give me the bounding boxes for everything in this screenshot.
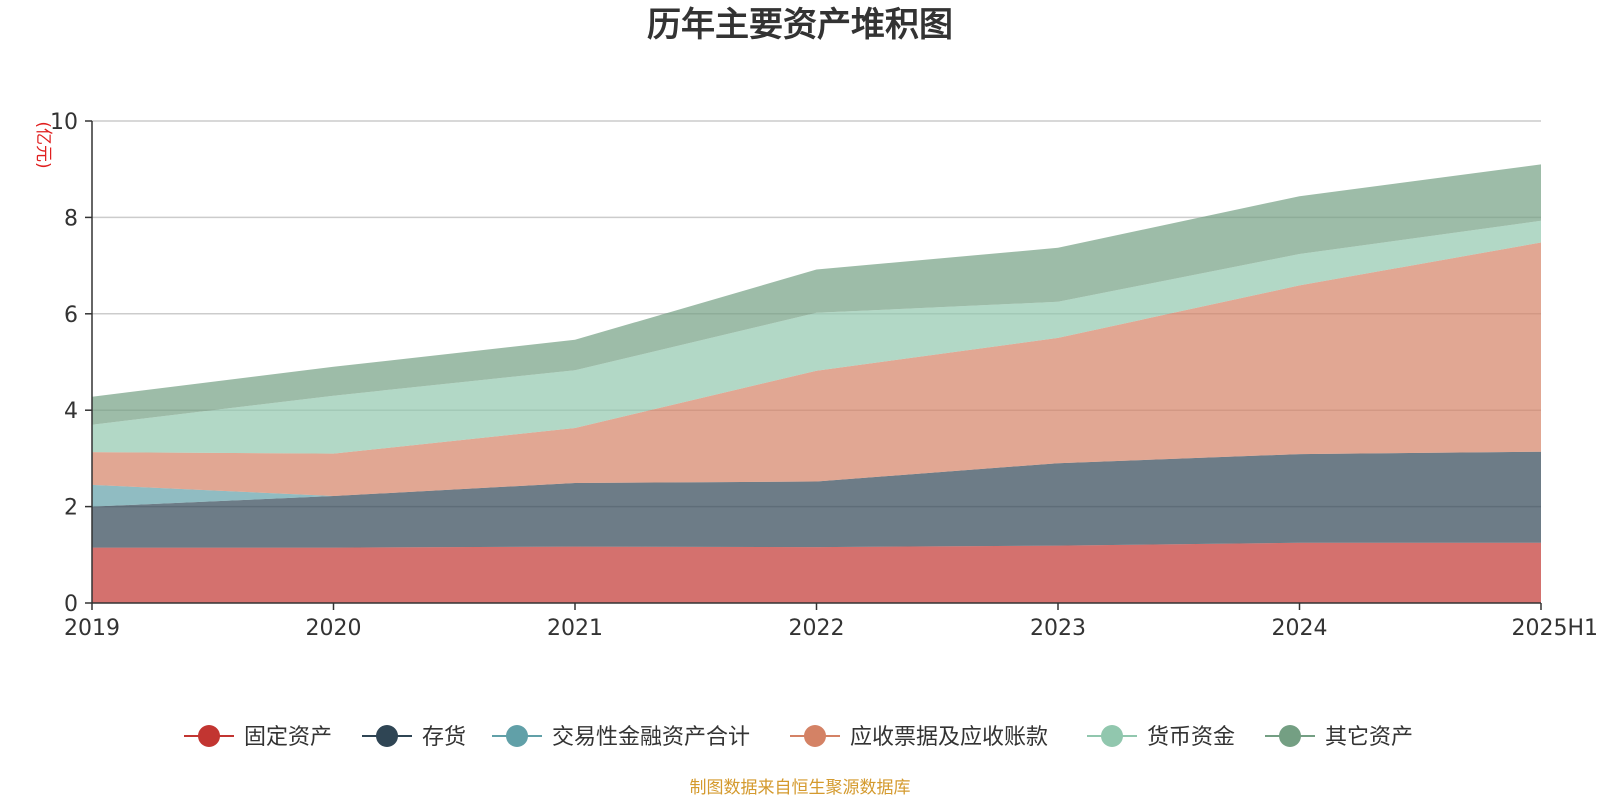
y-tick-label: 4 [64, 399, 78, 424]
legend-item[interactable]: 其它资产 [1265, 725, 1413, 750]
x-tick-label: 2024 [1272, 616, 1328, 641]
area-series-0[interactable] [92, 542, 1541, 603]
legend-marker [1279, 725, 1301, 747]
y-axis-unit-label: (亿元) [33, 121, 53, 168]
legend-item[interactable]: 应收票据及应收账款 [790, 725, 1048, 750]
x-tick-label: 2020 [306, 616, 362, 641]
legend-label: 其它资产 [1325, 725, 1413, 750]
y-tick-label: 6 [64, 303, 78, 328]
x-tick-label: 2023 [1030, 616, 1086, 641]
x-tick-label: 2021 [547, 616, 603, 641]
y-tick-label: 8 [64, 206, 78, 231]
y-tick-label: 0 [64, 592, 78, 617]
x-tick-label: 2019 [64, 616, 120, 641]
area-series-4[interactable] [92, 220, 1541, 454]
area-series-3[interactable] [92, 242, 1541, 497]
axes: 0 2 4 6 8 10 2019 2020 2021 2022 2023 2024 2025H1 [50, 110, 1598, 641]
area-series-5[interactable] [92, 164, 1541, 425]
x-tick-label: 2022 [789, 616, 845, 641]
legend-item[interactable]: 货币资金 [1087, 725, 1235, 750]
x-tick-label: 2025H1 [1511, 616, 1598, 641]
area-series [92, 164, 1541, 603]
legend-label: 应收票据及应收账款 [850, 725, 1048, 750]
area-series-1[interactable] [92, 451, 1541, 548]
legend-label: 存货 [422, 725, 466, 750]
chart-title: 历年主要资产堆积图 [647, 5, 953, 45]
legend-marker [506, 725, 528, 747]
legend-label: 交易性金融资产合计 [552, 725, 750, 750]
y-tick-label: 2 [64, 496, 78, 521]
legend-marker [376, 725, 398, 747]
legend[interactable]: 固定资产 存货 交易性金融资产合计 应收票据及应收账款 货币资金 其它资产 [184, 725, 1413, 750]
legend-item[interactable]: 存货 [362, 725, 466, 750]
legend-marker [198, 725, 220, 747]
y-tick-label: 10 [50, 110, 78, 135]
legend-label: 货币资金 [1147, 725, 1235, 750]
legend-marker [804, 725, 826, 747]
legend-marker [1101, 725, 1123, 747]
data-source-note: 制图数据来自恒生聚源数据库 [690, 778, 911, 798]
legend-label: 固定资产 [244, 725, 332, 750]
legend-item[interactable]: 固定资产 [184, 725, 332, 750]
legend-item[interactable]: 交易性金融资产合计 [492, 725, 750, 750]
